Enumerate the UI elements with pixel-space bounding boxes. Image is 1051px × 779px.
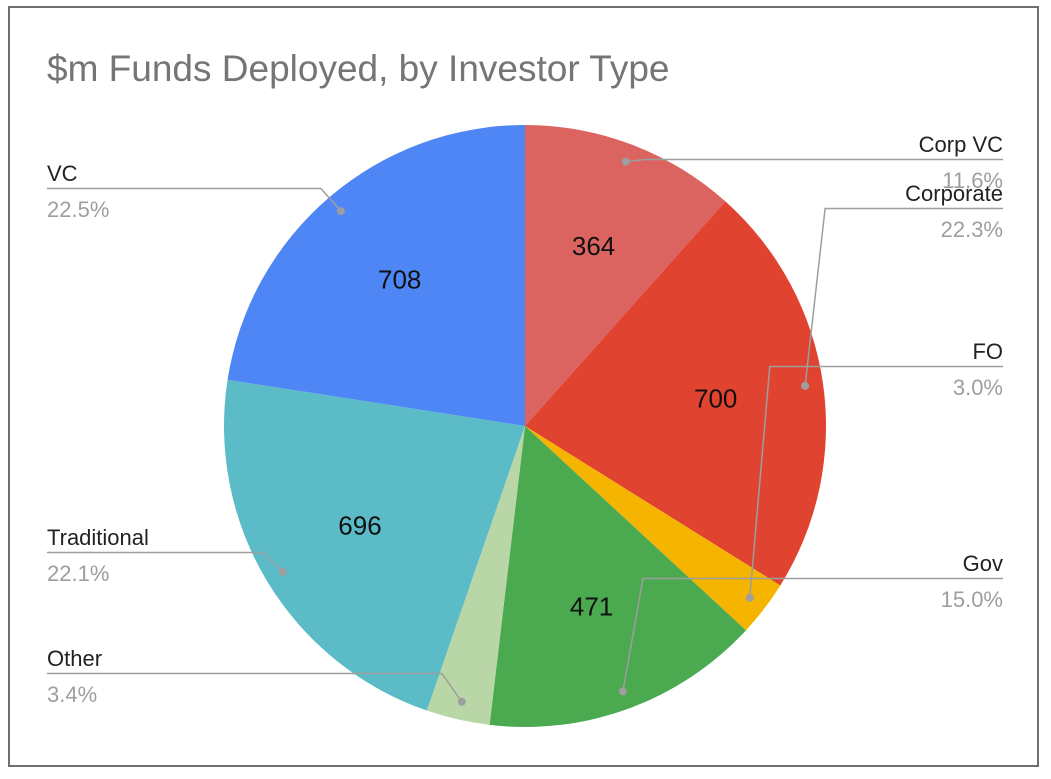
- chart-title: $m Funds Deployed, by Investor Type: [47, 48, 670, 89]
- percent-label-vc: 22.5%: [47, 197, 109, 222]
- slice-corporate: [525, 201, 826, 586]
- percent-label-corp-vc: 11.6%: [942, 168, 1003, 193]
- slice-fo: [525, 426, 781, 631]
- leader-dot-other: [457, 697, 466, 706]
- leader-line-fo: [749, 365, 1003, 598]
- leader-dot-fo: [745, 593, 754, 602]
- leader-line-gov: [622, 577, 1003, 692]
- percent-label-other: 3.4%: [47, 682, 97, 707]
- leader-dot-corporate: [801, 381, 810, 390]
- leader-dot-corp-vc: [621, 157, 630, 166]
- value-label-gov: 471: [570, 592, 613, 622]
- leader-line-other: [47, 672, 463, 703]
- leader-line-traditional: [47, 551, 284, 573]
- value-label-traditional: 696: [338, 510, 381, 540]
- value-label-corporate: 700: [694, 384, 737, 414]
- category-label-corp-vc: Corp VC: [919, 132, 1003, 157]
- slice-vc: [227, 125, 525, 426]
- category-label-gov: Gov: [963, 551, 1003, 576]
- slice-other: [426, 426, 525, 725]
- leader-dot-traditional: [278, 568, 287, 576]
- slice-gov: [489, 426, 746, 727]
- leader-line-vc: [47, 187, 342, 212]
- category-label-other: Other: [47, 646, 102, 671]
- leader-line-corp-vc: [625, 158, 1003, 163]
- percent-label-traditional: 22.1%: [47, 561, 109, 586]
- slice-traditional: [224, 379, 525, 711]
- value-label-corp-vc: 364: [572, 231, 615, 261]
- leader-dot-gov: [618, 687, 627, 696]
- slice-corp-vc: [525, 125, 726, 426]
- category-label-fo: FO: [972, 339, 1003, 364]
- percent-label-gov: 15.0%: [941, 587, 1003, 612]
- leader-line-corporate: [804, 207, 1003, 386]
- category-label-vc: VC: [47, 161, 78, 186]
- value-label-vc: 708: [378, 265, 421, 295]
- category-label-traditional: Traditional: [47, 525, 149, 550]
- percent-label-fo: 3.0%: [953, 375, 1003, 400]
- leader-dot-vc: [336, 207, 345, 216]
- percent-label-corporate: 22.3%: [941, 217, 1003, 242]
- category-label-corporate: Corporate: [905, 181, 1003, 206]
